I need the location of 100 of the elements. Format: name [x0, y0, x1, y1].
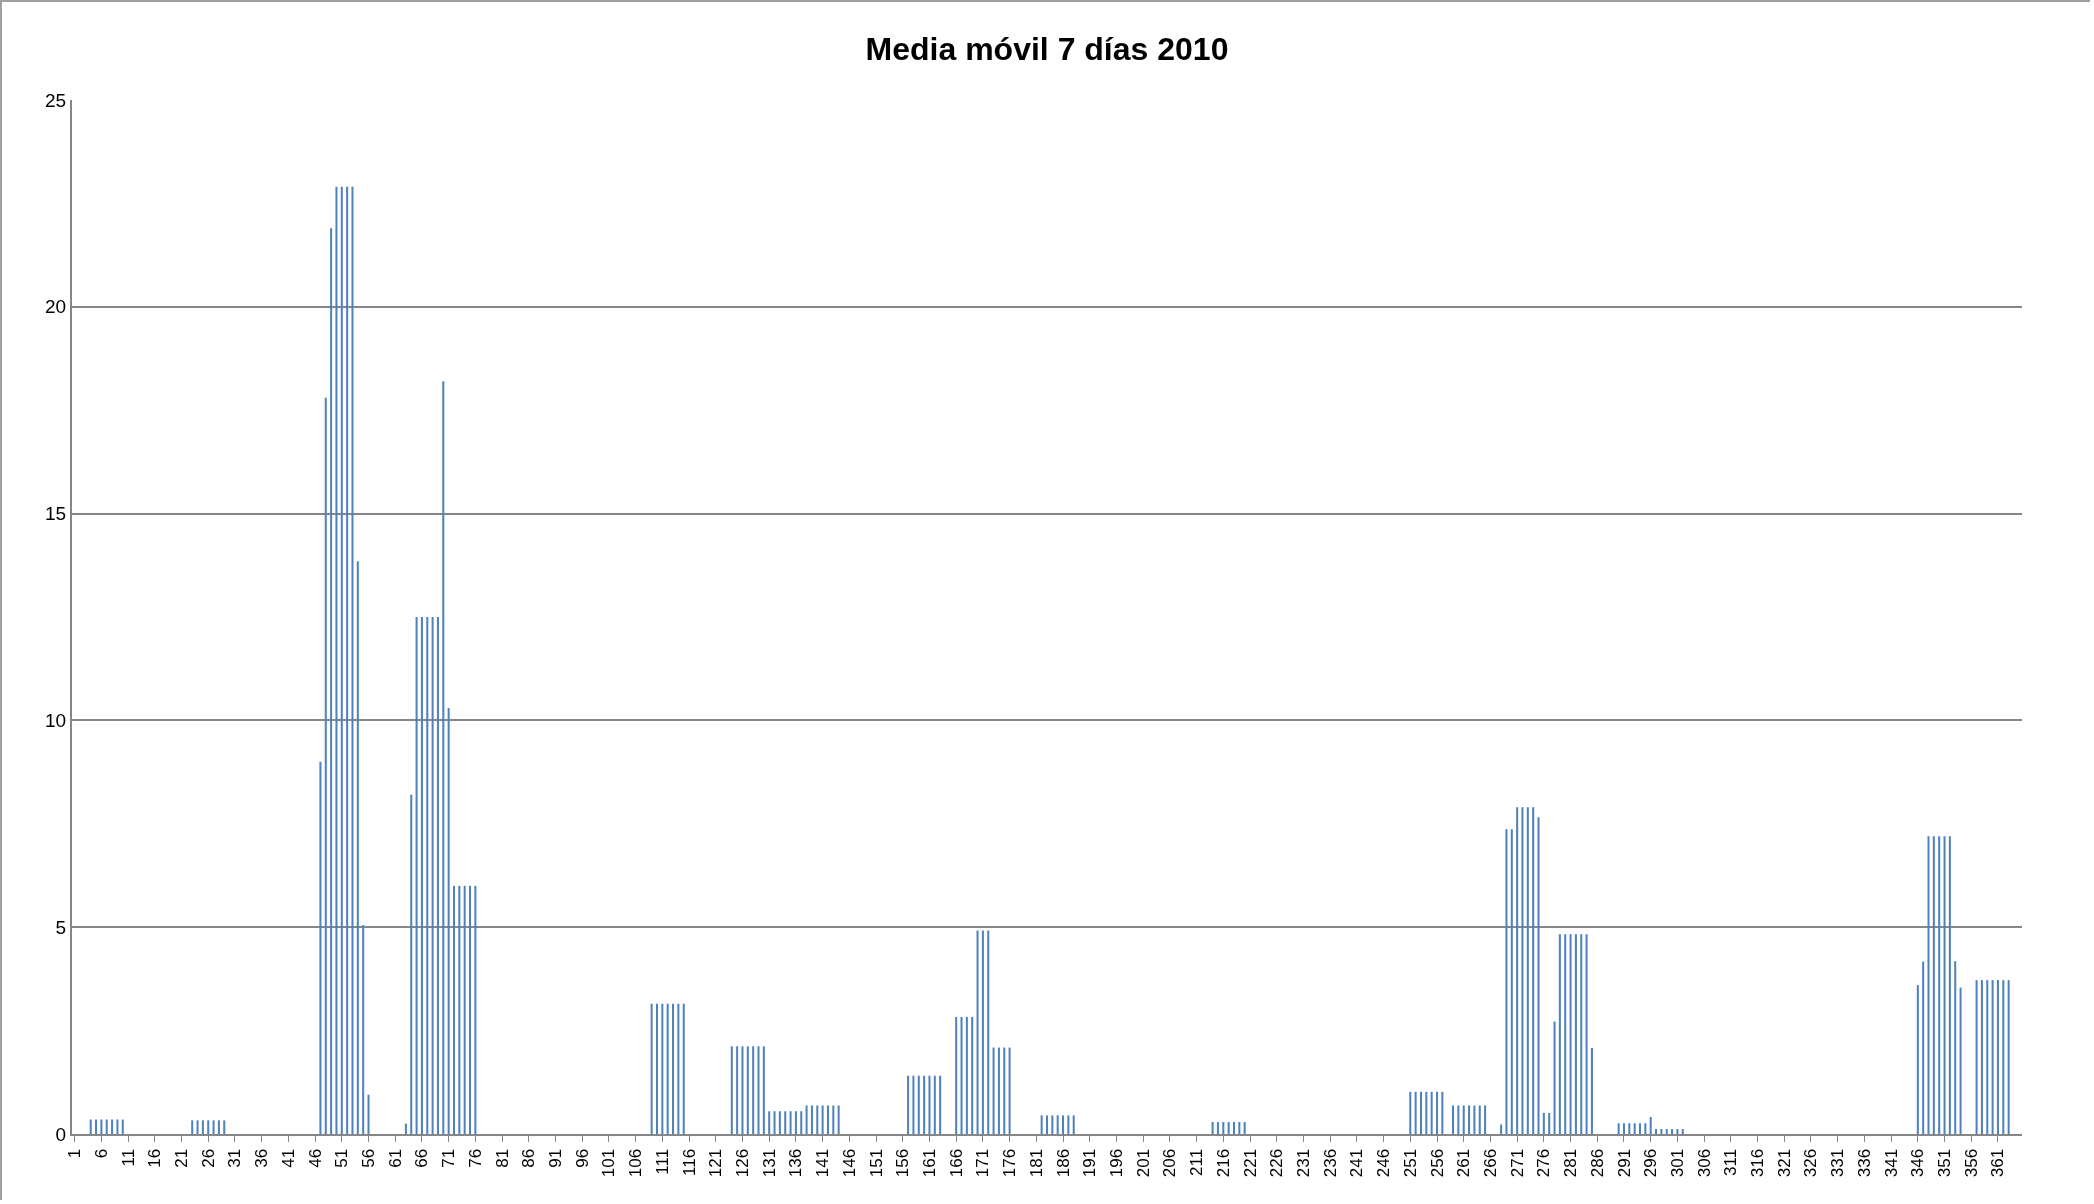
- bar: [1580, 934, 1583, 1134]
- x-tick-label: 76: [465, 1148, 485, 1168]
- bar: [1232, 1122, 1235, 1134]
- bar: [1500, 1124, 1503, 1134]
- bar: [1574, 934, 1577, 1134]
- bar: [1484, 1105, 1487, 1134]
- bar: [191, 1120, 194, 1134]
- bar: [1617, 1123, 1620, 1134]
- bar: [981, 930, 984, 1134]
- bar: [1045, 1115, 1049, 1134]
- bar: [917, 1075, 920, 1134]
- bar: [1639, 1123, 1642, 1134]
- bar: [420, 617, 423, 1134]
- bar: [1238, 1122, 1241, 1134]
- x-tick-label: 156: [893, 1148, 913, 1178]
- bar: [1975, 980, 1978, 1134]
- bar: [319, 761, 322, 1134]
- bar: [330, 228, 333, 1134]
- bar: [794, 1111, 797, 1134]
- bar: [458, 885, 461, 1134]
- y-tick-label: 25: [45, 89, 67, 111]
- x-tick-label: 326: [1801, 1148, 1821, 1178]
- x-tick-label: 146: [839, 1148, 859, 1178]
- x-tick-label: 166: [946, 1148, 966, 1178]
- x-tick-label: 191: [1080, 1148, 1100, 1178]
- bar: [1425, 1091, 1428, 1134]
- bar: [1441, 1091, 1444, 1134]
- x-tick-label: 41: [278, 1148, 298, 1168]
- x-tick-label: 151: [866, 1148, 886, 1178]
- bar: [1040, 1115, 1043, 1134]
- bar: [1419, 1091, 1422, 1134]
- bar: [404, 1123, 407, 1134]
- bar: [1628, 1123, 1631, 1134]
- bar: [778, 1111, 781, 1134]
- bar: [1457, 1105, 1460, 1134]
- bar: [730, 1046, 733, 1134]
- bar: [1996, 980, 1999, 1134]
- bar: [1468, 1105, 1471, 1134]
- x-tick-label: 351: [1935, 1148, 1955, 1178]
- x-tick-label: 281: [1561, 1148, 1581, 1178]
- bar: [1067, 1115, 1070, 1134]
- bar: [752, 1046, 755, 1134]
- bar: [736, 1046, 739, 1134]
- bar: [1548, 1112, 1551, 1134]
- bar: [672, 1003, 675, 1134]
- bar: [821, 1105, 824, 1134]
- bar: [1216, 1122, 1219, 1134]
- bar: [810, 1105, 813, 1134]
- bar: [212, 1120, 215, 1134]
- bar: [95, 1119, 98, 1134]
- x-tick-label: 21: [172, 1148, 192, 1168]
- x-tick-label: 221: [1240, 1148, 1260, 1178]
- bar: [2007, 980, 2010, 1134]
- x-tick-label: 36: [252, 1148, 272, 1168]
- bar: [105, 1119, 108, 1134]
- x-tick-label: 51: [332, 1148, 352, 1168]
- bar: [356, 561, 359, 1134]
- bar: [1938, 836, 1941, 1134]
- x-tick-label: 81: [492, 1148, 512, 1168]
- bar: [1062, 1115, 1065, 1134]
- bar: [677, 1003, 680, 1134]
- bar: [1927, 836, 1930, 1134]
- bar: [1991, 980, 1994, 1134]
- x-tick-label: 66: [412, 1148, 432, 1168]
- bar: [426, 617, 429, 1134]
- x-tick-label: 361: [1988, 1148, 2008, 1178]
- bar: [768, 1111, 771, 1134]
- x-tick-label: 231: [1293, 1148, 1313, 1178]
- x-tick-label: 346: [1908, 1148, 1928, 1178]
- x-tick-label: 56: [359, 1148, 379, 1168]
- x-tick-label: 316: [1748, 1148, 1768, 1178]
- bar: [1655, 1129, 1658, 1134]
- bar: [1510, 829, 1513, 1134]
- bar: [415, 617, 418, 1134]
- bar: [971, 1016, 974, 1134]
- bar: [340, 186, 343, 1134]
- x-tick-label: 141: [813, 1148, 833, 1178]
- bar: [1532, 807, 1535, 1134]
- bar: [1676, 1129, 1679, 1134]
- bar: [1564, 934, 1567, 1134]
- x-tick-label: 356: [1961, 1148, 1981, 1178]
- x-tick-label: 136: [786, 1148, 806, 1178]
- x-tick-label: 91: [546, 1148, 566, 1168]
- bar: [1414, 1091, 1417, 1134]
- bar: [1980, 980, 1983, 1134]
- bar: [346, 186, 349, 1134]
- x-tick-label: 206: [1160, 1148, 1180, 1178]
- bar: [1072, 1115, 1075, 1134]
- x-tick-label: 241: [1347, 1148, 1367, 1178]
- bar: [987, 930, 990, 1134]
- bar: [1008, 1047, 1011, 1134]
- bar: [832, 1105, 835, 1134]
- x-tick-label: 126: [733, 1148, 753, 1178]
- bar: [1585, 934, 1588, 1134]
- bar: [955, 1016, 958, 1134]
- bar: [923, 1075, 926, 1134]
- bar: [1003, 1047, 1006, 1134]
- bar: [837, 1105, 840, 1134]
- x-tick-label: 176: [1000, 1148, 1020, 1178]
- bar: [1409, 1091, 1412, 1134]
